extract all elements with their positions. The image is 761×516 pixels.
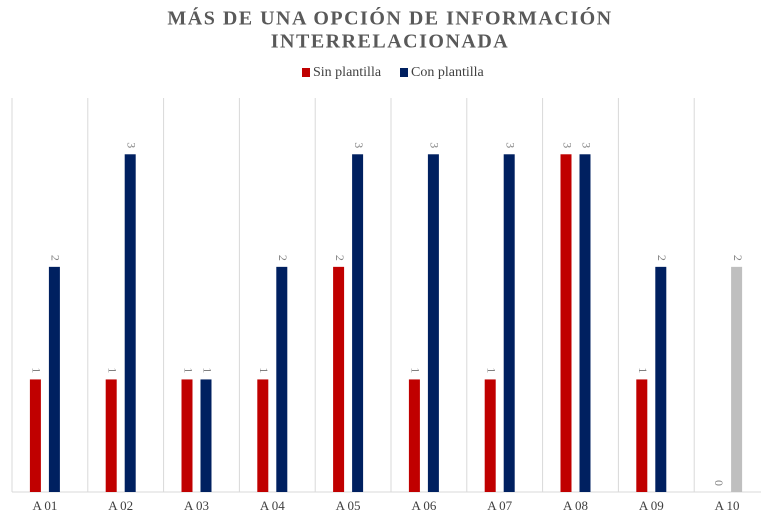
bar xyxy=(352,154,364,493)
bar xyxy=(655,266,667,492)
value-label: 1 xyxy=(181,367,195,373)
value-label: 2 xyxy=(276,255,290,261)
x-tick-label: A 04 xyxy=(260,498,285,513)
value-label: 1 xyxy=(409,367,423,373)
value-label: 3 xyxy=(124,142,138,148)
value-label: 3 xyxy=(560,142,574,148)
value-label: 1 xyxy=(636,367,650,373)
bar xyxy=(48,266,60,492)
value-label: 0 xyxy=(712,480,726,486)
chart-title: MÁS DE UNA OPCIÓN DE INFORMACIÓN xyxy=(167,6,612,30)
bar xyxy=(503,154,515,493)
legend-label: Sin plantilla xyxy=(313,65,382,80)
bar xyxy=(105,379,117,492)
x-tick-label: A 06 xyxy=(411,498,436,513)
value-label: 3 xyxy=(579,142,593,148)
x-tick-label: A 07 xyxy=(487,498,512,513)
value-label: 2 xyxy=(655,255,669,261)
x-tick-label: A 05 xyxy=(336,498,361,513)
bar xyxy=(276,266,288,492)
value-label: 2 xyxy=(731,255,745,261)
value-label: 3 xyxy=(352,142,366,148)
value-label: 1 xyxy=(257,367,271,373)
x-tick-label: A 09 xyxy=(639,498,664,513)
bar xyxy=(484,379,496,492)
legend-swatch xyxy=(400,68,408,77)
bar xyxy=(408,379,420,492)
bar xyxy=(124,154,136,493)
bar xyxy=(636,379,648,492)
value-label: 3 xyxy=(428,142,442,148)
legend-label: Con plantilla xyxy=(411,65,485,80)
bar xyxy=(579,154,591,493)
value-label: 2 xyxy=(333,255,347,261)
value-label: 1 xyxy=(105,367,119,373)
x-tick-label: A 08 xyxy=(563,498,588,513)
legend-swatch xyxy=(302,68,310,77)
bar xyxy=(731,266,743,492)
bar xyxy=(200,379,212,492)
value-label: 1 xyxy=(200,367,214,373)
x-tick-label: A 01 xyxy=(32,498,57,513)
value-label: 3 xyxy=(503,142,517,148)
x-tick-label: A 02 xyxy=(108,498,133,513)
bar xyxy=(257,379,269,492)
bar xyxy=(29,379,41,492)
bar xyxy=(560,154,572,493)
bar xyxy=(181,379,193,492)
bar xyxy=(427,154,439,493)
x-tick-label: A 03 xyxy=(184,498,209,513)
value-label: 1 xyxy=(484,367,498,373)
chart-title: INTERRELACIONADA xyxy=(271,31,509,53)
value-label: 2 xyxy=(49,255,63,261)
value-label: 1 xyxy=(30,367,44,373)
x-tick-label: A 10 xyxy=(715,498,740,513)
bar xyxy=(333,266,345,492)
